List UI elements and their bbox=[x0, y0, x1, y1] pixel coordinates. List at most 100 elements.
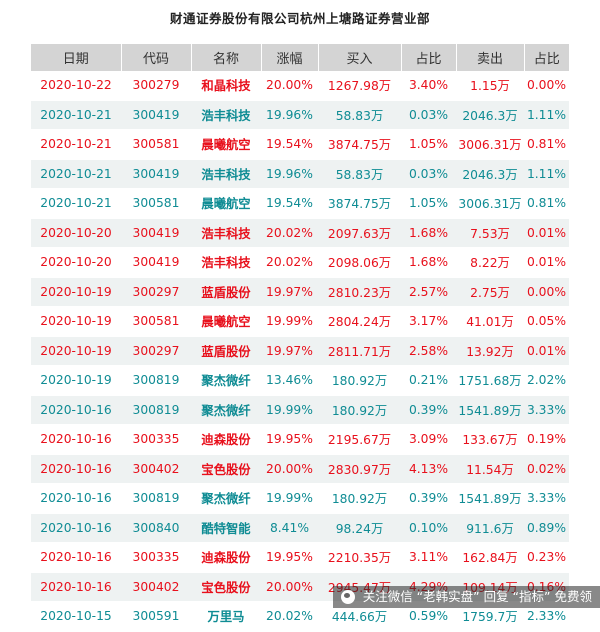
cell-sell-ratio: 0.89% bbox=[524, 513, 569, 543]
cell-sell-ratio: 0.01% bbox=[524, 336, 569, 366]
cell-code: 300419 bbox=[121, 159, 191, 189]
cell-stock-name: 聚杰微纤 bbox=[191, 395, 261, 425]
cell-change: 19.99% bbox=[261, 306, 318, 337]
cell-buy-ratio: 4.13% bbox=[401, 454, 456, 484]
cell-sell-ratio: 3.33% bbox=[524, 483, 569, 514]
cell-buy: 2097.63万 bbox=[318, 218, 401, 248]
cell-stock-name: 酷特智能 bbox=[191, 513, 261, 543]
cell-sell: 41.01万 bbox=[456, 306, 524, 337]
cell-buy-ratio: 3.40% bbox=[401, 71, 456, 101]
cell-sell-ratio: 0.01% bbox=[524, 247, 569, 278]
table-row: 2020-10-16 300819 聚杰微纤 19.99% 180.92万 0.39% 15… bbox=[31, 395, 569, 425]
cell-buy-ratio: 3.09% bbox=[401, 424, 456, 455]
table-row: 2020-10-22 300279 和晶科技 20.00% 1267.98万 3.40% 1… bbox=[31, 71, 569, 101]
cell-date: 2020-10-21 bbox=[31, 159, 121, 189]
cell-code: 300297 bbox=[121, 336, 191, 366]
cell-sell: 7.53万 bbox=[456, 218, 524, 248]
cell-stock-name: 和晶科技 bbox=[191, 71, 261, 101]
cell-change: 20.00% bbox=[261, 454, 318, 484]
cell-buy: 2804.24万 bbox=[318, 306, 401, 337]
cell-code: 300819 bbox=[121, 395, 191, 425]
cell-buy-ratio: 2.58% bbox=[401, 336, 456, 366]
cell-code: 300581 bbox=[121, 188, 191, 219]
trading-table: 日期 代码 名称 涨幅 买入 占比 卖出 占比 2020-10-22 300279… bbox=[31, 44, 569, 632]
cell-date: 2020-10-20 bbox=[31, 247, 121, 278]
cell-buy-ratio: 0.03% bbox=[401, 159, 456, 189]
cell-change: 20.00% bbox=[261, 572, 318, 602]
header-name: 名称 bbox=[191, 44, 262, 71]
cell-date: 2020-10-21 bbox=[31, 100, 121, 130]
cell-stock-name: 宝色股份 bbox=[191, 454, 261, 484]
cell-buy: 2810.23万 bbox=[318, 277, 401, 307]
table-row: 2020-10-19 300819 聚杰微纤 13.46% 180.92万 0.21% 17… bbox=[31, 365, 569, 396]
cell-buy: 180.92万 bbox=[318, 395, 401, 425]
cell-change: 19.95% bbox=[261, 542, 318, 573]
cell-stock-name: 浩丰科技 bbox=[191, 218, 261, 248]
watermark-text: 关注微信 “老韩实盘” 回复 “指标” 免费领 bbox=[362, 589, 592, 604]
cell-stock-name: 蓝盾股份 bbox=[191, 277, 261, 307]
table-row: 2020-10-19 300581 晨曦航空 19.99% 2804.24万 3.17% 4… bbox=[31, 306, 569, 337]
cell-stock-name: 浩丰科技 bbox=[191, 159, 261, 189]
cell-stock-name: 宝色股份 bbox=[191, 572, 261, 602]
cell-stock-name: 迪森股份 bbox=[191, 542, 261, 573]
table-row: 2020-10-16 300819 聚杰微纤 19.99% 180.92万 0.39% 15… bbox=[31, 483, 569, 514]
cell-sell-ratio: 0.19% bbox=[524, 424, 569, 455]
header-buy-ratio: 占比 bbox=[401, 44, 457, 71]
cell-code: 300402 bbox=[121, 572, 191, 602]
cell-sell: 3006.31万 bbox=[456, 129, 524, 160]
cell-date: 2020-10-22 bbox=[31, 71, 121, 101]
cell-sell: 133.67万 bbox=[456, 424, 524, 455]
cell-buy-ratio: 1.05% bbox=[401, 129, 456, 160]
cell-date: 2020-10-21 bbox=[31, 188, 121, 219]
watermark-banner: 关注微信 “老韩实盘” 回复 “指标” 免费领 bbox=[332, 586, 600, 608]
header-row: 日期 代码 名称 涨幅 买入 占比 卖出 占比 bbox=[31, 44, 569, 71]
cell-change: 20.02% bbox=[261, 601, 318, 632]
header-sell: 卖出 bbox=[456, 44, 525, 71]
cell-sell-ratio: 0.00% bbox=[524, 277, 569, 307]
cell-sell: 1751.68万 bbox=[456, 365, 524, 396]
cell-buy: 3874.75万 bbox=[318, 188, 401, 219]
cell-sell: 11.54万 bbox=[456, 454, 524, 484]
cell-change: 20.00% bbox=[261, 71, 318, 101]
cell-buy-ratio: 0.39% bbox=[401, 483, 456, 514]
header-date: 日期 bbox=[31, 44, 122, 71]
cell-date: 2020-10-16 bbox=[31, 483, 121, 514]
page-title: 财通证券股份有限公司杭州上塘路证券营业部 bbox=[169, 11, 430, 26]
cell-sell: 13.92万 bbox=[456, 336, 524, 366]
table-row: 2020-10-19 300297 蓝盾股份 19.97% 2811.71万 2.58% 1… bbox=[31, 336, 569, 366]
cell-code: 300419 bbox=[121, 218, 191, 248]
cell-stock-name: 晨曦航空 bbox=[191, 129, 261, 160]
cell-stock-name: 晨曦航空 bbox=[191, 188, 261, 219]
cell-change: 19.95% bbox=[261, 424, 318, 455]
cell-code: 300581 bbox=[121, 129, 191, 160]
cell-change: 19.54% bbox=[261, 188, 318, 219]
cell-date: 2020-10-16 bbox=[31, 572, 121, 602]
cell-buy-ratio: 0.03% bbox=[401, 100, 456, 130]
cell-sell: 2046.3万 bbox=[456, 100, 524, 130]
cell-date: 2020-10-19 bbox=[31, 306, 121, 337]
cell-sell: 2.75万 bbox=[456, 277, 524, 307]
cell-code: 300419 bbox=[121, 247, 191, 278]
cell-stock-name: 聚杰微纤 bbox=[191, 365, 261, 396]
cell-date: 2020-10-21 bbox=[31, 129, 121, 160]
cell-stock-name: 浩丰科技 bbox=[191, 247, 261, 278]
cell-stock-name: 万里马 bbox=[191, 601, 261, 632]
cell-date: 2020-10-16 bbox=[31, 542, 121, 573]
cell-buy: 2195.67万 bbox=[318, 424, 401, 455]
cell-code: 300279 bbox=[121, 71, 191, 101]
cell-buy: 98.24万 bbox=[318, 513, 401, 543]
cell-buy-ratio: 2.57% bbox=[401, 277, 456, 307]
cell-buy: 1267.98万 bbox=[318, 71, 401, 101]
cell-sell-ratio: 2.02% bbox=[524, 365, 569, 396]
header-sell-ratio: 占比 bbox=[524, 44, 569, 71]
cell-buy: 2210.35万 bbox=[318, 542, 401, 573]
cell-change: 19.99% bbox=[261, 395, 318, 425]
cell-date: 2020-10-16 bbox=[31, 424, 121, 455]
cell-buy-ratio: 3.11% bbox=[401, 542, 456, 573]
header-code: 代码 bbox=[121, 44, 192, 71]
cell-change: 20.02% bbox=[261, 218, 318, 248]
cell-buy: 2811.71万 bbox=[318, 336, 401, 366]
cell-sell-ratio: 0.81% bbox=[524, 188, 569, 219]
cell-change: 19.96% bbox=[261, 159, 318, 189]
cell-code: 300591 bbox=[121, 601, 191, 632]
